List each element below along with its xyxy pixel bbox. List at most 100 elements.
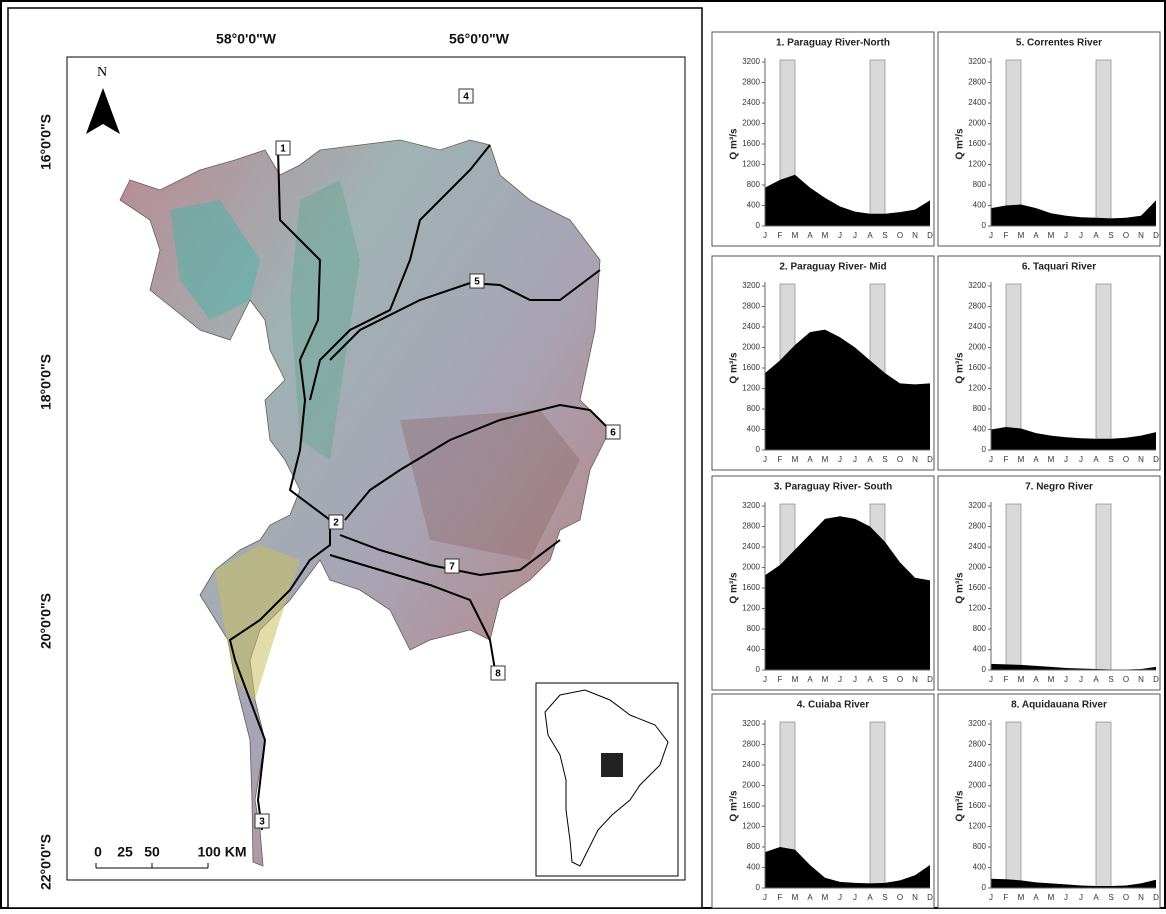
x-tick-label: F (1004, 893, 1009, 902)
lon-label: 58°0'0"W (216, 31, 277, 47)
y-tick-label: 0 (756, 445, 761, 454)
chart-title: 6. Taquari River (1022, 262, 1096, 273)
x-tick-label: M (792, 893, 799, 902)
x-tick-label: S (1108, 455, 1113, 464)
y-tick-label: 3200 (968, 57, 986, 66)
y-tick-label: 2800 (742, 740, 760, 749)
x-tick-label: O (897, 231, 903, 240)
x-tick-label: O (897, 893, 903, 902)
x-tick-label: S (882, 455, 887, 464)
x-tick-label: S (1108, 675, 1113, 684)
chart-title: 8. Aquidauana River (1011, 700, 1107, 711)
x-tick-label: M (822, 893, 829, 902)
y-tick-label: 2000 (742, 781, 760, 790)
study-area-marker (601, 753, 623, 777)
x-tick-label: D (927, 675, 933, 684)
y-tick-label: 800 (973, 180, 987, 189)
x-tick-label: S (882, 893, 887, 902)
y-tick-label: 2400 (968, 760, 986, 769)
y-axis-label: Q m³/s (729, 128, 740, 160)
x-tick-label: J (838, 455, 842, 464)
x-tick-label: J (1064, 455, 1068, 464)
site-label: 8 (495, 669, 501, 680)
y-tick-label: 1600 (742, 363, 760, 372)
y-tick-label: 800 (973, 624, 987, 633)
y-tick-label: 1200 (968, 822, 986, 831)
scale-label: 25 (117, 844, 133, 860)
y-tick-label: 2800 (968, 78, 986, 87)
y-tick-label: 2800 (968, 522, 986, 531)
y-axis-label: Q m³/s (729, 352, 740, 384)
chart-title: 4. Cuiaba River (797, 700, 869, 711)
x-tick-label: J (763, 675, 767, 684)
x-tick-label: D (927, 455, 933, 464)
scale-label: 50 (144, 844, 160, 860)
lat-label: 18°0'0"S (38, 354, 54, 410)
y-tick-label: 3200 (742, 501, 760, 510)
shaded-span (1006, 60, 1021, 226)
chart-panel: 8. Aquidauana RiverQ m³/s040080012001600… (938, 694, 1160, 908)
x-tick-label: A (1093, 231, 1099, 240)
y-tick-label: 0 (982, 445, 987, 454)
y-tick-label: 2800 (742, 522, 760, 531)
site-label: 7 (449, 562, 455, 573)
y-tick-label: 3200 (968, 501, 986, 510)
y-tick-label: 400 (973, 645, 987, 654)
x-tick-label: S (1108, 231, 1113, 240)
y-tick-label: 1200 (968, 160, 986, 169)
x-tick-label: D (927, 893, 933, 902)
x-tick-label: F (778, 231, 783, 240)
x-tick-label: N (912, 455, 918, 464)
x-tick-label: F (778, 675, 783, 684)
y-tick-label: 400 (747, 645, 761, 654)
x-tick-label: D (1153, 455, 1159, 464)
x-tick-label: M (822, 455, 829, 464)
y-tick-label: 2000 (742, 119, 760, 128)
x-tick-label: J (1079, 675, 1083, 684)
x-tick-label: J (853, 893, 857, 902)
y-tick-label: 2800 (968, 740, 986, 749)
x-tick-label: F (778, 893, 783, 902)
y-tick-label: 1200 (742, 604, 760, 613)
y-tick-label: 1600 (742, 801, 760, 810)
x-tick-label: A (807, 455, 813, 464)
x-tick-label: A (867, 893, 873, 902)
y-tick-label: 1200 (968, 384, 986, 393)
x-tick-label: M (792, 455, 799, 464)
y-tick-label: 2000 (742, 563, 760, 572)
y-tick-label: 1600 (968, 363, 986, 372)
x-tick-label: O (897, 455, 903, 464)
y-tick-label: 2000 (968, 781, 986, 790)
y-tick-label: 2000 (742, 343, 760, 352)
chart-title: 1. Paraguay River-North (776, 38, 890, 49)
x-tick-label: M (1048, 675, 1055, 684)
y-tick-label: 0 (982, 665, 987, 674)
chart-title: 5. Correntes River (1016, 38, 1102, 49)
y-tick-label: 1200 (968, 604, 986, 613)
site-label: 4 (463, 92, 469, 103)
x-tick-label: N (1138, 675, 1144, 684)
x-tick-label: A (1093, 675, 1099, 684)
y-tick-label: 2400 (968, 322, 986, 331)
x-tick-label: M (792, 231, 799, 240)
x-tick-label: J (838, 675, 842, 684)
x-tick-label: D (1153, 675, 1159, 684)
y-tick-label: 1600 (742, 583, 760, 592)
x-tick-label: M (1018, 455, 1025, 464)
chart-panel: 6. Taquari RiverQ m³/s040080012001600200… (938, 256, 1160, 470)
lon-label: 56°0'0"W (449, 31, 510, 47)
x-tick-label: J (989, 455, 993, 464)
y-tick-label: 1200 (742, 822, 760, 831)
x-tick-label: O (1123, 231, 1129, 240)
x-tick-label: F (1004, 231, 1009, 240)
x-tick-label: M (792, 675, 799, 684)
x-tick-label: D (927, 231, 933, 240)
y-tick-label: 800 (747, 624, 761, 633)
y-tick-label: 2000 (968, 563, 986, 572)
y-tick-label: 1200 (742, 384, 760, 393)
x-tick-label: O (897, 675, 903, 684)
x-tick-label: S (882, 675, 887, 684)
y-tick-label: 2000 (968, 343, 986, 352)
